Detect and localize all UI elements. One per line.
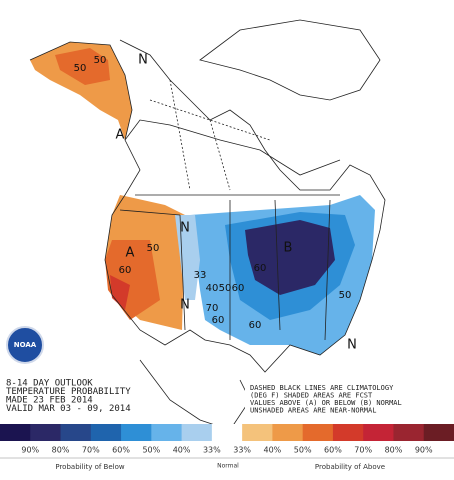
note-line: UNSHADED AREAS ARE NEAR-NORMAL bbox=[250, 407, 376, 415]
legend-label: 90% bbox=[21, 446, 39, 455]
map-label: 50 bbox=[339, 290, 352, 301]
map-label: 40 bbox=[206, 283, 219, 294]
note-line: (DEG F) SHADED AREAS ARE FCST bbox=[250, 392, 373, 400]
map-label: N bbox=[138, 53, 148, 68]
legend-label: 60% bbox=[112, 446, 130, 455]
map-label: 60 bbox=[119, 265, 132, 276]
info-line: 8-14 DAY OUTLOOK bbox=[6, 379, 93, 389]
legend-swatch bbox=[242, 424, 273, 441]
info-line: MADE 23 FEB 2014 bbox=[6, 396, 93, 406]
legend-label: 50% bbox=[142, 446, 160, 455]
legend-swatch bbox=[181, 424, 213, 441]
legend-swatch bbox=[60, 424, 92, 441]
legend-label: 80% bbox=[52, 446, 70, 455]
legend-swatch bbox=[423, 424, 454, 441]
map-label: 50 bbox=[94, 55, 107, 66]
notes-box bbox=[245, 383, 450, 415]
map-label: 50 bbox=[147, 243, 160, 254]
map-label: A bbox=[126, 246, 135, 261]
legend-above: Probability of Above bbox=[315, 463, 385, 471]
legend-swatch bbox=[121, 424, 152, 441]
legend-label: 70% bbox=[354, 446, 372, 455]
legend-label: 33% bbox=[233, 446, 251, 455]
logo-text: NOAA bbox=[14, 341, 37, 349]
legend-swatch bbox=[393, 424, 425, 441]
legend-label: 40% bbox=[173, 446, 191, 455]
legend-swatch bbox=[302, 424, 334, 441]
legend-below: Probability of Below bbox=[55, 463, 125, 471]
legend-label: 90% bbox=[415, 446, 433, 455]
legend-label: 50% bbox=[294, 446, 312, 455]
noaa-logo: NOAA bbox=[6, 326, 44, 364]
legend-swatch bbox=[0, 424, 31, 441]
map-label: 60 bbox=[232, 283, 245, 294]
note-line: VALUES ABOVE (A) OR BELOW (B) NORMAL bbox=[250, 399, 402, 407]
legend-swatch bbox=[272, 424, 304, 441]
note-line: DASHED BLACK LINES ARE CLIMATOLOGY bbox=[250, 384, 394, 392]
legend-swatch bbox=[332, 424, 364, 441]
map-label: A bbox=[116, 128, 125, 143]
legend-swatch bbox=[90, 424, 122, 441]
map-label: 60 bbox=[212, 315, 225, 326]
map-label: N bbox=[180, 221, 190, 236]
legend-label: 40% bbox=[264, 446, 282, 455]
legend-swatch bbox=[151, 424, 183, 441]
map-label: 33 bbox=[194, 270, 207, 281]
legend-swatch bbox=[30, 424, 62, 441]
info-line: TEMPERATURE PROBABILITY bbox=[6, 387, 131, 397]
legend-label: 33% bbox=[203, 446, 221, 455]
legend-swatch bbox=[363, 424, 394, 441]
map-label: B bbox=[284, 241, 293, 256]
info-line: VALID MAR 03 - 09, 2014 bbox=[6, 404, 131, 414]
map-label: 50 bbox=[74, 63, 87, 74]
map-label: N bbox=[347, 338, 357, 353]
legend-label: 70% bbox=[82, 446, 100, 455]
legend-swatch bbox=[211, 424, 243, 441]
legend-normal: Normal bbox=[217, 463, 239, 470]
legend-label: 60% bbox=[324, 446, 342, 455]
map-label: 50 bbox=[219, 283, 232, 294]
map-label: 60 bbox=[249, 320, 262, 331]
legend-label: 80% bbox=[385, 446, 403, 455]
map-label: 60 bbox=[254, 263, 267, 274]
map-base bbox=[29, 19, 386, 431]
map-label: 70 bbox=[206, 303, 219, 314]
map-label: N bbox=[180, 298, 190, 313]
